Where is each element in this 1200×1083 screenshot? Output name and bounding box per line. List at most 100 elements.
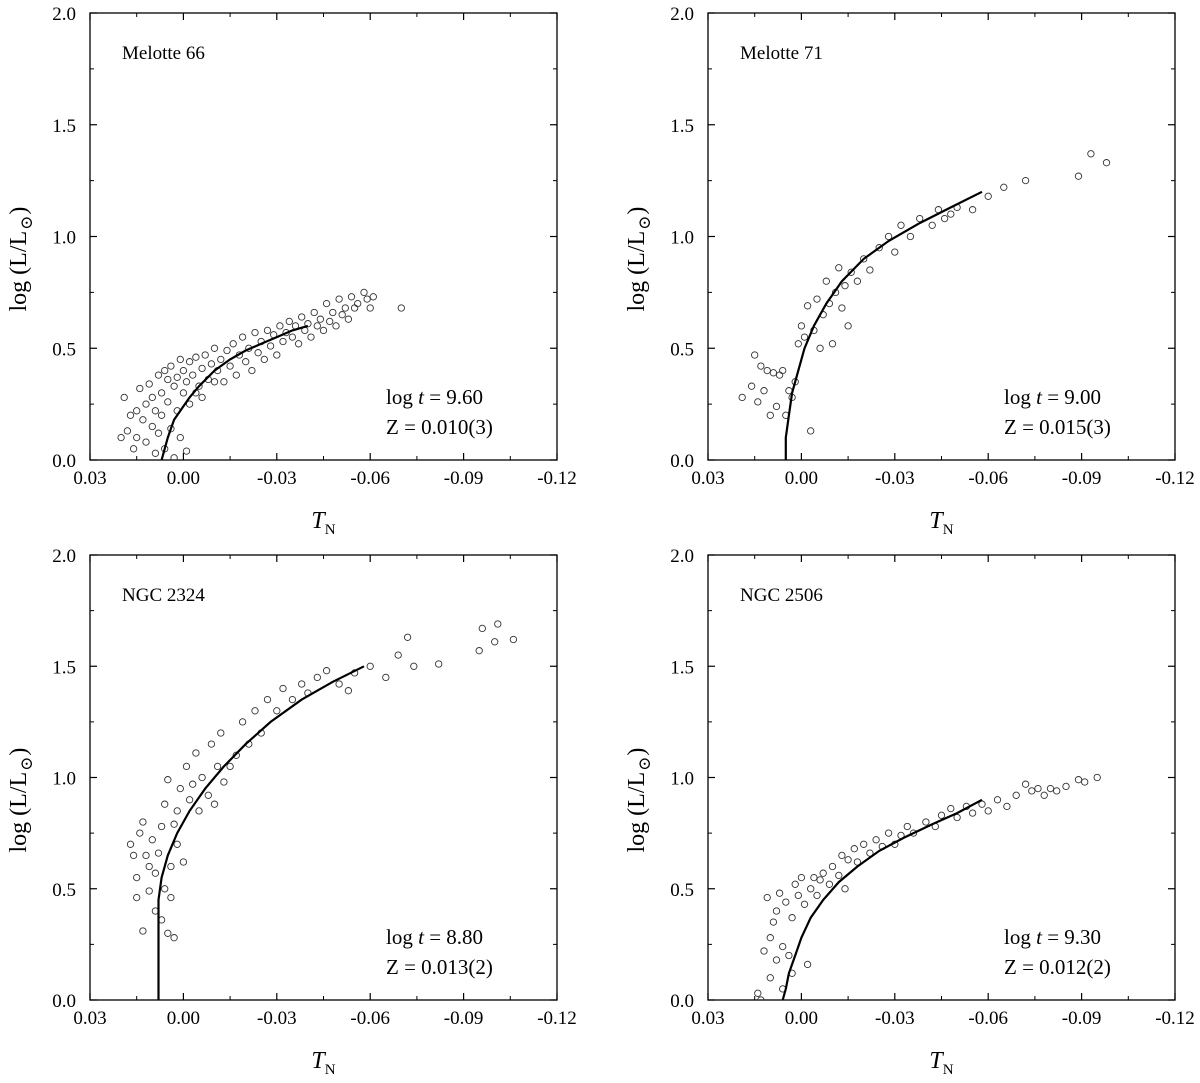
data-point: [288, 695, 297, 704]
y-tick-label: 0.5: [52, 339, 76, 360]
data-point: [126, 411, 135, 419]
data-point: [800, 333, 809, 341]
age-variable: t: [1036, 925, 1043, 949]
y-tick-label: 0.0: [52, 991, 76, 1012]
data-point: [145, 862, 153, 871]
data-point: [145, 887, 153, 895]
data-point: [828, 340, 837, 348]
data-point: [335, 295, 343, 303]
data-point: [884, 232, 893, 241]
data-point: [475, 647, 483, 655]
data-point: [844, 322, 852, 330]
data-point: [136, 384, 144, 393]
data-point: [760, 947, 768, 955]
data-point: [494, 620, 502, 628]
y-axis-title: log (L/L⊙): [624, 748, 654, 853]
data-point: [273, 351, 281, 359]
x-tick-label: -0.06: [350, 1008, 390, 1029]
data-point: [344, 687, 353, 695]
data-point: [822, 277, 830, 285]
data-point: [322, 299, 331, 308]
data-point: [185, 796, 194, 804]
panel-title: NGC 2506: [740, 585, 823, 606]
data-point: [229, 340, 237, 348]
data-point: [819, 869, 827, 877]
data-point: [397, 304, 405, 312]
data-point: [382, 673, 390, 682]
y-tick-label: 1.0: [52, 769, 76, 790]
data-point: [763, 366, 771, 375]
y-axis-title: log (L/L⊙): [6, 207, 36, 312]
age-variable: t: [418, 925, 425, 949]
data-point: [176, 355, 184, 364]
data-point: [344, 315, 353, 323]
age-annotation: log t = 9.00: [1004, 385, 1101, 409]
data-point: [897, 221, 905, 229]
plot-frame: [707, 12, 1176, 461]
data-point: [167, 893, 175, 902]
data-point: [835, 264, 843, 272]
x-tick-label: 0.00: [167, 468, 200, 489]
data-point: [207, 360, 216, 368]
data-point: [491, 638, 499, 646]
x-tick-label: -0.12: [1155, 468, 1195, 489]
data-point: [139, 927, 147, 935]
plot-area: [738, 150, 1111, 460]
x-axis-title-main: T: [311, 508, 326, 534]
data-point: [263, 326, 272, 335]
data-point: [738, 393, 746, 402]
data-point: [947, 804, 955, 813]
isochrone-line: [157, 665, 365, 1000]
data-point: [828, 862, 837, 871]
data-point: [766, 934, 774, 942]
data-point: [238, 333, 247, 341]
plot-area: [754, 773, 1101, 1000]
data-point: [835, 871, 843, 880]
data-point: [807, 427, 815, 435]
x-tick-label: -0.03: [875, 468, 915, 489]
x-axis-title: TN: [311, 1048, 335, 1078]
x-tick-label: -0.06: [968, 1008, 1008, 1029]
data-point: [260, 355, 268, 364]
plot-frame: [89, 12, 558, 461]
data-point: [435, 660, 443, 668]
data-point: [210, 378, 219, 386]
age-value: = 8.80: [424, 925, 483, 949]
data-point: [142, 851, 150, 860]
panel-3: 0.03 0.00 -0.03 -0.06 -0.09 -0.12 0.0 0.5 1.0 1.5…: [6, 546, 577, 1078]
data-point: [779, 942, 787, 951]
data-point: [884, 829, 893, 837]
data-point: [154, 371, 163, 379]
data-point: [164, 398, 172, 406]
y-tick-label: 0.5: [670, 880, 694, 901]
data-point: [813, 891, 821, 900]
data-point: [763, 893, 771, 902]
plot-area: [117, 288, 405, 460]
y-tick-label: 2.0: [670, 4, 694, 25]
data-point: [363, 295, 371, 303]
data-point: [1021, 176, 1030, 185]
data-point: [800, 900, 809, 908]
data-point: [775, 889, 784, 897]
data-point: [129, 445, 138, 453]
data-point: [1003, 802, 1011, 811]
data-point: [173, 840, 181, 848]
data-point: [117, 433, 125, 442]
data-point: [136, 829, 144, 837]
y-tick-label: 0.5: [670, 339, 694, 360]
data-point: [266, 342, 275, 350]
data-point: [201, 351, 209, 359]
data-point: [226, 362, 234, 370]
sun-symbol-icon: ⊙: [635, 757, 654, 771]
data-point: [217, 729, 225, 737]
data-point: [126, 840, 135, 848]
data-point: [170, 382, 178, 390]
data-point: [167, 862, 175, 871]
data-point: [816, 876, 824, 884]
data-point: [319, 326, 328, 335]
data-point: [220, 778, 228, 786]
age-prefix: log: [1004, 385, 1036, 409]
data-point: [179, 366, 188, 375]
x-tick-label: -0.03: [257, 1008, 297, 1029]
data-point: [285, 317, 293, 326]
